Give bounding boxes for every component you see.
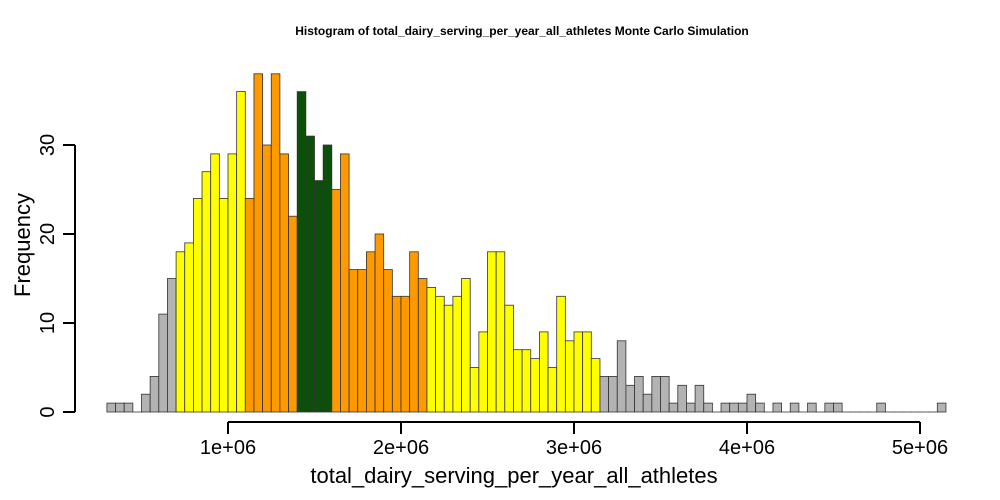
histogram-bar <box>651 375 661 413</box>
histogram-bar <box>141 393 151 413</box>
histogram-bar <box>789 402 800 413</box>
histogram-bar <box>737 402 748 413</box>
histogram-bar <box>495 251 506 413</box>
histogram-bar <box>210 153 220 413</box>
y-tick-label: 30 <box>37 134 59 156</box>
x-tick-label: 2e+06 <box>373 437 429 459</box>
histogram-bar <box>660 375 670 413</box>
histogram-bar <box>365 251 376 413</box>
histogram-bar <box>556 295 566 413</box>
histogram-bar <box>314 180 324 413</box>
histogram-bar <box>175 251 186 413</box>
histogram-bar <box>573 331 584 413</box>
histogram-bar <box>694 384 705 413</box>
histogram-bar <box>530 358 540 413</box>
histogram-bar <box>149 375 160 413</box>
y-tick-label: 0 <box>37 406 59 417</box>
histogram-bar <box>374 233 385 413</box>
histogram-bar <box>218 197 229 413</box>
histogram-bar <box>115 402 125 413</box>
histogram-bar <box>357 269 367 413</box>
histogram-bar <box>288 215 298 413</box>
histogram-bar <box>616 340 627 413</box>
histogram-bar <box>876 402 886 413</box>
y-tick-label: 20 <box>37 223 59 245</box>
histogram-bar <box>383 269 393 413</box>
histogram-bar <box>547 367 558 413</box>
histogram-bar <box>729 402 739 413</box>
histogram-bar <box>340 153 350 413</box>
histogram-bar <box>487 251 497 413</box>
histogram-bar <box>443 304 454 413</box>
x-axis-label: total_dairy_serving_per_year_all_athlete… <box>310 463 717 488</box>
histogram-bar <box>478 331 488 413</box>
histogram-bar <box>564 340 575 413</box>
chart-title: Histogram of total_dairy_serving_per_yea… <box>295 24 748 38</box>
histogram-bar <box>608 375 618 413</box>
histogram-bar <box>461 278 471 413</box>
histogram-bar <box>513 349 523 413</box>
histogram-bar <box>833 402 843 413</box>
histogram-bar <box>426 286 437 413</box>
histogram-bar <box>305 135 315 413</box>
histogram-bar <box>417 278 428 413</box>
histogram-bar <box>469 367 480 413</box>
histogram-bar <box>452 295 462 413</box>
histogram-bar <box>244 197 255 413</box>
histogram-bar <box>192 197 203 413</box>
histogram-bar <box>348 269 359 413</box>
y-axis-ticks: 0 10 20 30 <box>37 134 75 418</box>
histogram-bar <box>599 375 610 413</box>
histogram-bar <box>634 375 644 413</box>
histogram-bar <box>824 402 834 413</box>
histogram-bar <box>391 295 402 413</box>
histogram-bar <box>582 331 592 413</box>
histogram-bar <box>435 295 445 413</box>
histogram-bar <box>772 402 783 413</box>
histogram-bar <box>755 402 765 413</box>
histogram-bar <box>539 331 549 413</box>
histogram-bar <box>106 402 116 413</box>
x-tick-label: 1e+06 <box>200 437 256 459</box>
histogram-bar <box>270 73 281 413</box>
histogram-bar <box>504 304 514 413</box>
histogram-bar <box>322 144 333 413</box>
histogram-bar <box>521 349 532 413</box>
histogram-bar <box>279 153 289 413</box>
x-axis-ticks: 1e+06 2e+06 3e+06 4e+06 5e+06 <box>200 422 948 459</box>
histogram-bar <box>936 402 947 413</box>
y-tick-label: 10 <box>37 312 59 334</box>
histogram-bars <box>106 73 947 413</box>
histogram-bar <box>746 393 757 413</box>
histogram-bar <box>296 91 307 413</box>
histogram-bar <box>227 153 238 413</box>
histogram-bar <box>625 384 635 413</box>
histogram-bar <box>807 402 817 413</box>
histogram-bar <box>123 402 134 413</box>
histogram-bar <box>590 358 601 413</box>
histogram-bar <box>642 393 653 413</box>
histogram-bar <box>400 295 411 413</box>
histogram-bar <box>158 313 168 413</box>
histogram-bar <box>236 91 246 413</box>
histogram-bar <box>253 73 263 413</box>
y-axis-label: Frequency <box>10 193 35 297</box>
histogram-bar <box>184 242 194 413</box>
x-tick-label: 4e+06 <box>719 437 775 459</box>
histogram-bar <box>167 278 177 413</box>
histogram-bar <box>201 171 212 413</box>
histogram-bar <box>262 144 272 413</box>
x-tick-label: 5e+06 <box>892 437 948 459</box>
x-tick-label: 3e+06 <box>546 437 602 459</box>
histogram-bar <box>331 189 341 413</box>
histogram-bar <box>686 402 696 413</box>
histogram-bar <box>677 384 687 413</box>
histogram-bar <box>703 402 713 413</box>
histogram-bar <box>668 402 679 413</box>
histogram-bar <box>409 251 419 413</box>
histogram-bar <box>720 402 731 413</box>
